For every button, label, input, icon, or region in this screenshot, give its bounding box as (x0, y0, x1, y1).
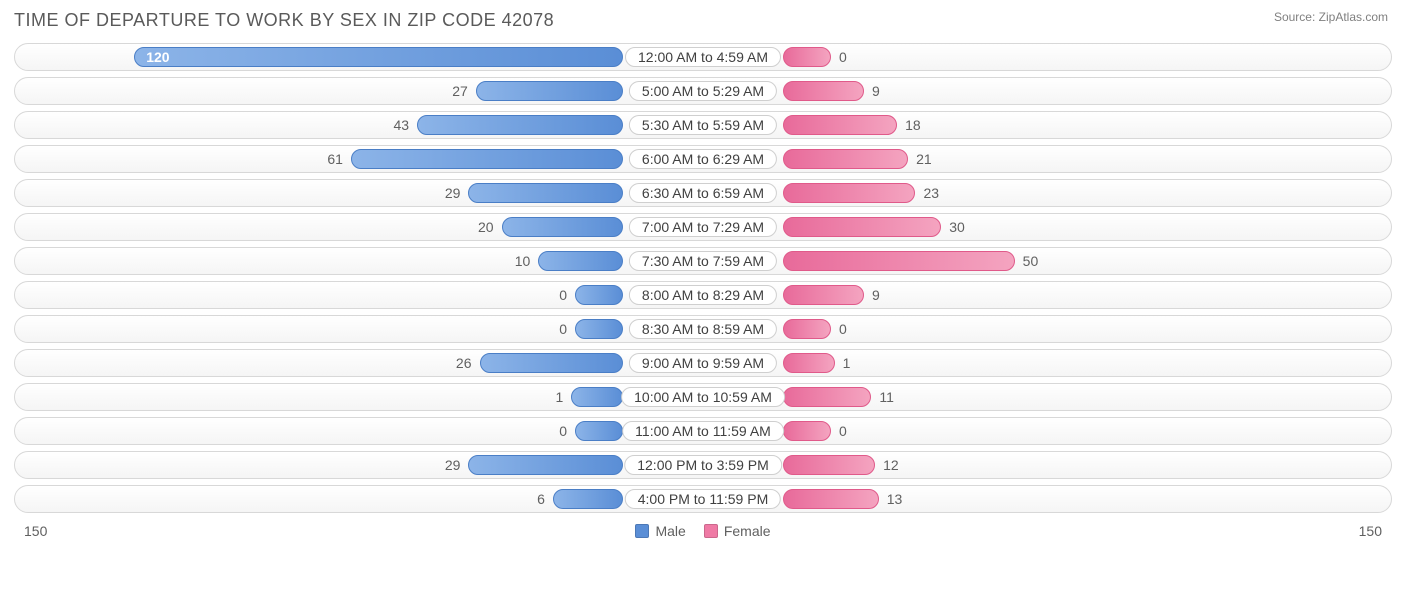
female-value: 9 (872, 287, 880, 303)
chart-row: 10 50 7:30 AM to 7:59 AM (14, 247, 1392, 275)
time-range-label: 8:00 AM to 8:29 AM (629, 285, 777, 305)
female-bar (783, 81, 864, 101)
female-bar (783, 115, 897, 135)
chart-row: 0 9 8:00 AM to 8:29 AM (14, 281, 1392, 309)
male-bar (134, 47, 623, 67)
female-value: 30 (949, 219, 965, 235)
male-value: 0 (559, 423, 567, 439)
male-value: 29 (445, 185, 461, 201)
legend-item-male: Male (635, 523, 685, 539)
male-bar (575, 285, 623, 305)
legend: Male Female (635, 523, 770, 539)
female-bar (783, 353, 835, 373)
male-bar (571, 387, 623, 407)
chart-row: 61 21 6:00 AM to 6:29 AM (14, 145, 1392, 173)
female-bar (783, 387, 871, 407)
chart-footer: 150 Male Female 150 (14, 519, 1392, 539)
female-bar (783, 489, 879, 509)
female-swatch (704, 524, 718, 538)
time-range-label: 10:00 AM to 10:59 AM (621, 387, 785, 407)
male-bar (480, 353, 624, 373)
female-bar (783, 217, 941, 237)
chart-row: 20 30 7:00 AM to 7:29 AM (14, 213, 1392, 241)
male-swatch (635, 524, 649, 538)
chart-row: 29 12 12:00 PM to 3:59 PM (14, 451, 1392, 479)
male-value: 29 (445, 457, 461, 473)
male-value: 43 (393, 117, 409, 133)
chart-row: 26 1 9:00 AM to 9:59 AM (14, 349, 1392, 377)
legend-male-label: Male (655, 523, 685, 539)
female-value: 23 (923, 185, 939, 201)
time-range-label: 7:30 AM to 7:59 AM (629, 251, 777, 271)
legend-item-female: Female (704, 523, 771, 539)
axis-right-max: 150 (1359, 523, 1382, 539)
female-bar (783, 47, 831, 67)
male-bar (468, 455, 623, 475)
chart-title: TIME OF DEPARTURE TO WORK BY SEX IN ZIP … (14, 10, 1392, 31)
female-value: 12 (883, 457, 899, 473)
male-bar (468, 183, 623, 203)
time-range-label: 11:00 AM to 11:59 AM (622, 421, 784, 441)
time-range-label: 12:00 AM to 4:59 AM (625, 47, 781, 67)
time-range-label: 5:30 AM to 5:59 AM (629, 115, 777, 135)
female-value: 11 (879, 389, 894, 405)
female-value: 13 (887, 491, 903, 507)
female-bar (783, 183, 915, 203)
male-value: 27 (452, 83, 468, 99)
time-range-label: 4:00 PM to 11:59 PM (625, 489, 781, 509)
female-bar (783, 455, 875, 475)
female-bar (783, 149, 908, 169)
chart-row: 0 0 8:30 AM to 8:59 AM (14, 315, 1392, 343)
chart-row: 11110:00 AM to 10:59 AM (14, 383, 1392, 411)
male-value: 20 (478, 219, 494, 235)
male-value: 0 (559, 321, 567, 337)
male-bar (476, 81, 623, 101)
time-range-label: 6:00 AM to 6:29 AM (629, 149, 777, 169)
female-value: 0 (839, 49, 847, 65)
female-value: 21 (916, 151, 932, 167)
source-attribution: Source: ZipAtlas.com (1274, 10, 1388, 24)
male-bar (351, 149, 623, 169)
time-range-label: 5:00 AM to 5:29 AM (629, 81, 777, 101)
axis-left-max: 150 (24, 523, 47, 539)
chart-row: 29 23 6:30 AM to 6:59 AM (14, 179, 1392, 207)
female-bar (783, 319, 831, 339)
female-bar (783, 285, 864, 305)
male-value: 26 (456, 355, 472, 371)
chart-row: 43 18 5:30 AM to 5:59 AM (14, 111, 1392, 139)
male-value: 120 (146, 49, 169, 65)
male-bar (417, 115, 623, 135)
female-bar (783, 251, 1015, 271)
male-value: 0 (559, 287, 567, 303)
female-value: 1 (843, 355, 851, 371)
chart-row: 6 13 4:00 PM to 11:59 PM (14, 485, 1392, 513)
male-bar (575, 421, 623, 441)
female-value: 0 (839, 321, 847, 337)
female-value: 9 (872, 83, 880, 99)
male-bar (553, 489, 623, 509)
male-bar (538, 251, 623, 271)
time-range-label: 7:00 AM to 7:29 AM (629, 217, 777, 237)
time-range-label: 9:00 AM to 9:59 AM (629, 353, 777, 373)
female-bar (783, 421, 831, 441)
female-value: 18 (905, 117, 921, 133)
chart-row: 0 0 11:00 AM to 11:59 AM (14, 417, 1392, 445)
male-bar (575, 319, 623, 339)
male-value: 6 (537, 491, 545, 507)
chart-row: 120 0 12:00 AM to 4:59 AM (14, 43, 1392, 71)
male-bar (502, 217, 623, 237)
female-value: 0 (839, 423, 847, 439)
male-value: 61 (327, 151, 343, 167)
time-range-label: 12:00 PM to 3:59 PM (624, 455, 782, 475)
male-value: 1 (556, 389, 564, 405)
female-value: 50 (1023, 253, 1039, 269)
time-range-label: 8:30 AM to 8:59 AM (629, 319, 777, 339)
male-value: 10 (515, 253, 531, 269)
time-range-label: 6:30 AM to 6:59 AM (629, 183, 777, 203)
legend-female-label: Female (724, 523, 771, 539)
chart-row: 27 9 5:00 AM to 5:29 AM (14, 77, 1392, 105)
chart-area: 120012:00 AM to 4:59 AM2795:00 AM to 5:2… (14, 43, 1392, 513)
